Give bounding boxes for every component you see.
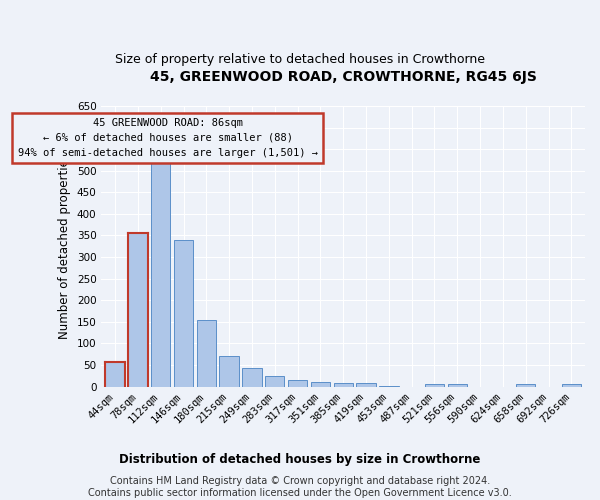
Bar: [265, 376, 284, 386]
Text: Contains public sector information licensed under the Open Government Licence v3: Contains public sector information licen…: [88, 488, 512, 498]
Title: 45, GREENWOOD ROAD, CROWTHORNE, RG45 6JS: 45, GREENWOOD ROAD, CROWTHORNE, RG45 6JS: [150, 70, 536, 84]
Bar: [151, 152, 170, 386]
Bar: [288, 380, 307, 386]
Bar: [334, 382, 353, 386]
Bar: [311, 382, 330, 386]
Bar: [106, 362, 125, 386]
Y-axis label: Number of detached properties: Number of detached properties: [58, 154, 71, 340]
Text: Size of property relative to detached houses in Crowthorne: Size of property relative to detached ho…: [115, 52, 485, 66]
Bar: [448, 384, 467, 386]
Bar: [174, 240, 193, 386]
Bar: [562, 384, 581, 386]
Text: Distribution of detached houses by size in Crowthorne: Distribution of detached houses by size …: [119, 452, 481, 466]
Bar: [220, 356, 239, 386]
Bar: [128, 234, 148, 386]
Bar: [356, 382, 376, 386]
Bar: [242, 368, 262, 386]
Text: Contains HM Land Registry data © Crown copyright and database right 2024.: Contains HM Land Registry data © Crown c…: [110, 476, 490, 486]
Bar: [197, 320, 216, 386]
Bar: [516, 384, 535, 386]
Text: 45 GREENWOOD ROAD: 86sqm
← 6% of detached houses are smaller (88)
94% of semi-de: 45 GREENWOOD ROAD: 86sqm ← 6% of detache…: [17, 118, 317, 158]
Bar: [425, 384, 444, 386]
